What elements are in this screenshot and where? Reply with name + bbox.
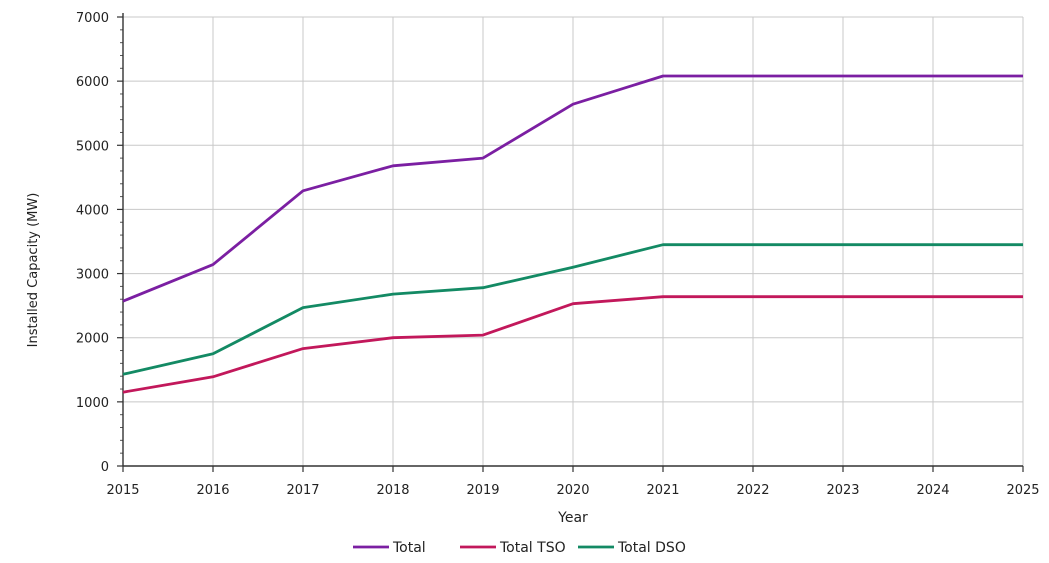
y-axis-label: Installed Capacity (MW) bbox=[26, 193, 41, 348]
legend-label-total: Total bbox=[392, 540, 426, 556]
x-tick-label: 2023 bbox=[826, 483, 859, 498]
x-tick-label: 2015 bbox=[106, 483, 139, 498]
y-tick-label: 2000 bbox=[76, 332, 109, 347]
x-axis-label: Year bbox=[557, 510, 588, 526]
x-tick-label: 2022 bbox=[736, 483, 769, 498]
y-tick-label: 3000 bbox=[76, 268, 109, 283]
legend-item-total-tso: Total TSO bbox=[460, 540, 566, 556]
y-tick-label: 1000 bbox=[76, 396, 109, 411]
x-tick-label: 2020 bbox=[556, 483, 589, 498]
y-tick-label: 4000 bbox=[76, 203, 109, 218]
x-tick-label: 2024 bbox=[916, 483, 949, 498]
x-tick-label: 2017 bbox=[286, 483, 319, 498]
y-tick-label: 6000 bbox=[76, 75, 109, 90]
grid-layer bbox=[123, 17, 1023, 466]
y-tick-label: 7000 bbox=[76, 11, 109, 26]
legend-label-total-dso: Total DSO bbox=[617, 540, 686, 556]
x-tick-label: 2025 bbox=[1006, 483, 1039, 498]
axis-layer: 0 1000 2000 3000 4000 5000 6000 7000 2015 2016 201… bbox=[76, 11, 1040, 498]
legend-label-total-tso: Total TSO bbox=[499, 540, 566, 556]
legend-item-total: Total bbox=[353, 540, 426, 556]
x-tick-label: 2018 bbox=[376, 483, 409, 498]
legend-item-total-dso: Total DSO bbox=[578, 540, 686, 556]
x-tick-label: 2021 bbox=[646, 483, 679, 498]
x-tick-label: 2019 bbox=[466, 483, 499, 498]
x-tick-label: 2016 bbox=[196, 483, 229, 498]
legend: Total Total TSO Total DSO bbox=[353, 540, 686, 556]
y-tick-label: 0 bbox=[101, 460, 109, 475]
y-tick-label: 5000 bbox=[76, 139, 109, 154]
